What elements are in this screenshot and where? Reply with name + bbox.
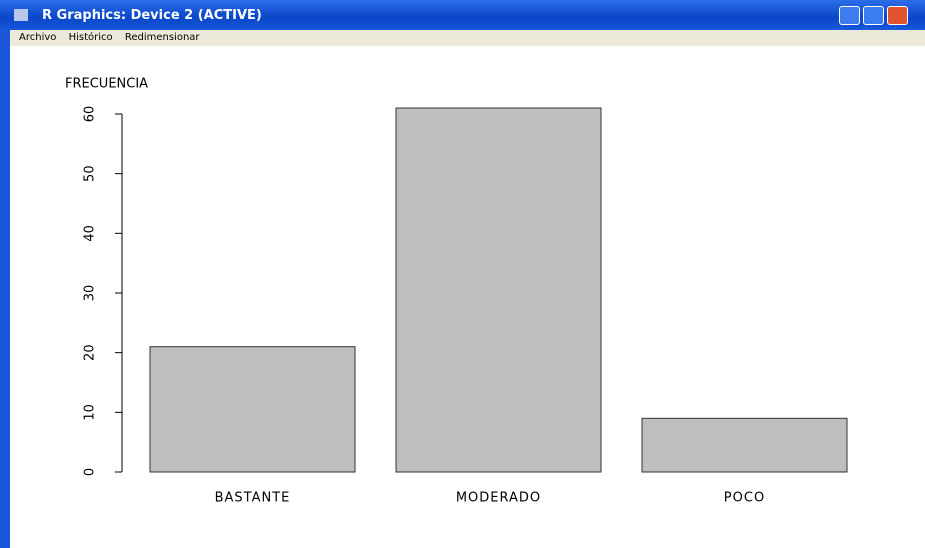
menu-item[interactable]: Archivo xyxy=(19,32,57,43)
maximize-button[interactable] xyxy=(863,6,884,25)
close-button[interactable] xyxy=(887,6,908,25)
x-tick-label: POCO xyxy=(724,491,765,506)
x-tick-label: BASTANTE xyxy=(215,491,291,506)
y-tick-label: 40 xyxy=(83,225,98,242)
bar xyxy=(641,417,848,473)
y-tick-label: 20 xyxy=(83,344,98,361)
menu-item[interactable]: Histórico xyxy=(68,32,113,43)
y-tick-label: 10 xyxy=(83,404,98,421)
y-tick-label: 60 xyxy=(83,106,98,123)
window-title: R Graphics: Device 2 (ACTIVE) xyxy=(42,8,262,23)
app-icon xyxy=(14,9,28,21)
menu-bar: Archivo Histórico Redimensionar xyxy=(10,30,925,46)
bar xyxy=(149,346,356,473)
chart: FRECUENCIA 0 10 20 30 40 50 60 BASTANTE MODERADO… xyxy=(65,77,848,506)
y-tick-label: 50 xyxy=(83,165,98,182)
y-tick-label: 30 xyxy=(83,285,98,302)
menu-item[interactable]: Redimensionar xyxy=(124,32,200,43)
y-tick-label: 0 xyxy=(83,468,98,476)
minimize-button[interactable] xyxy=(839,6,860,25)
x-tick-label: MODERADO xyxy=(456,491,541,506)
bar xyxy=(395,107,602,473)
title-bar: R Graphics: Device 2 (ACTIVE) xyxy=(0,0,925,30)
y-axis-label: FRECUENCIA xyxy=(65,77,148,92)
